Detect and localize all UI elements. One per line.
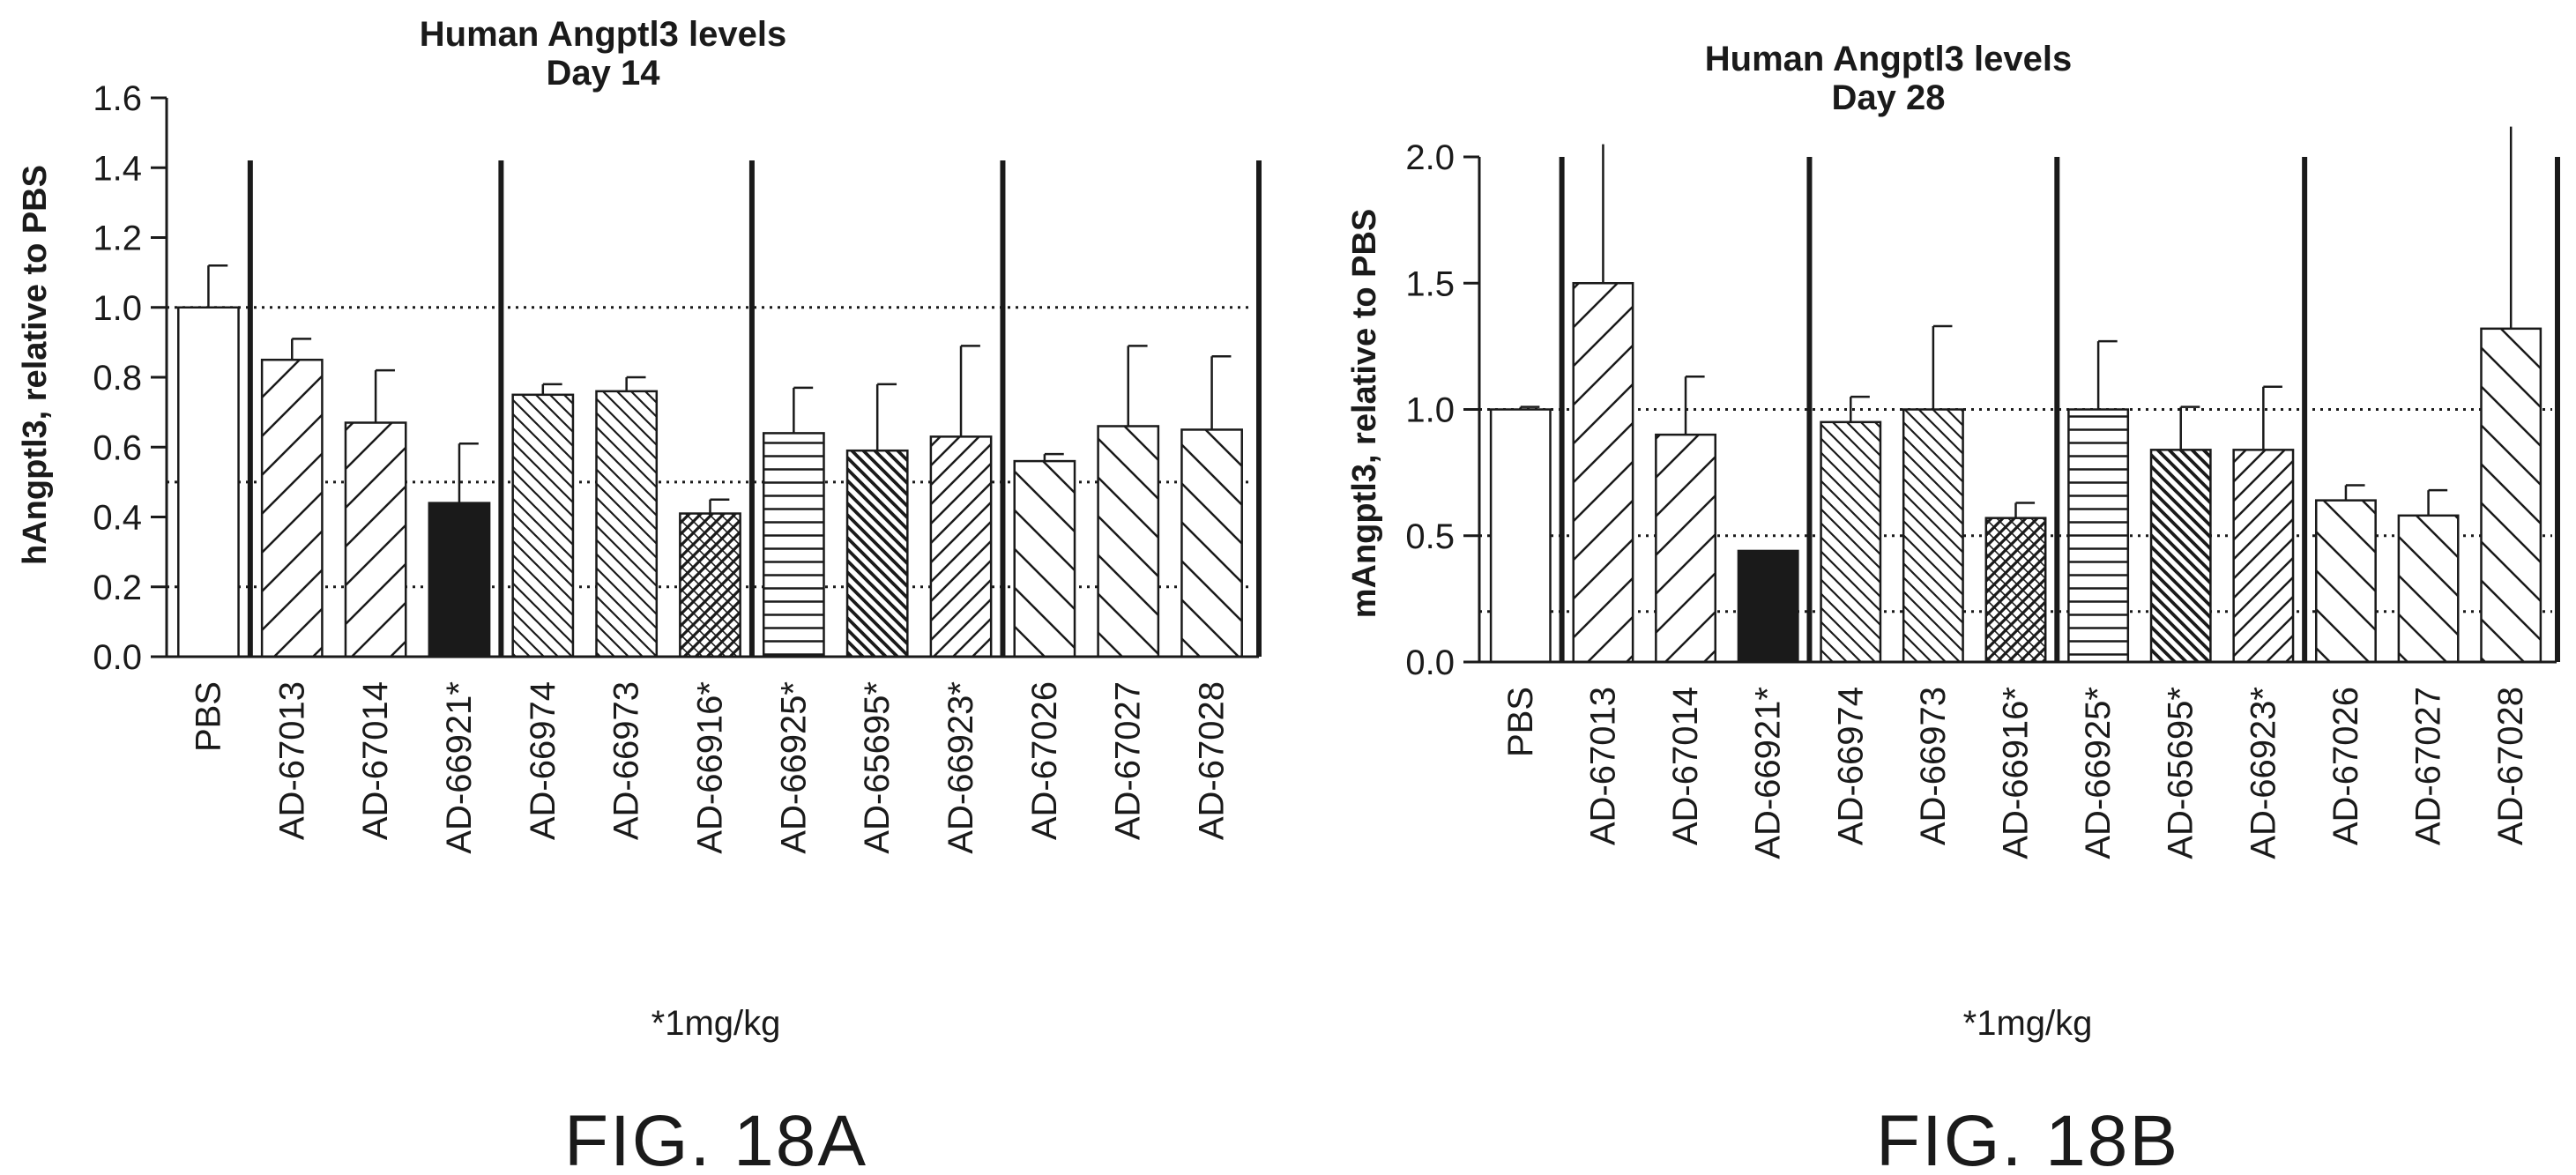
panel-b-bar [1737, 549, 1799, 664]
panel-a-bar [1097, 425, 1160, 658]
panel-a-bar [762, 432, 825, 658]
panel-a-category-label: AD-66973 [607, 681, 646, 840]
panel-a-y-tick-label: 0.6 [93, 428, 142, 467]
panel-b-bar [1820, 420, 1882, 664]
panel-b-bar [1572, 282, 1634, 664]
panel-b-error-bars [1519, 126, 2513, 518]
panel-b-y-tick-label: 1.0 [1405, 391, 1455, 430]
panel-a-y-tick-label: 1.2 [93, 219, 142, 258]
panel-b-ylabel: mAngptl3, relative to PBS [1346, 209, 1383, 619]
panel-b-category-label: AD-66916* [1997, 687, 2036, 859]
panel-a-bar [1013, 459, 1076, 658]
panel-a-separators [247, 160, 1262, 657]
panel-a-y-tick-label: 0.2 [93, 569, 142, 607]
panel-a-bar [679, 512, 741, 658]
panel-a-y-tick-label: 1.6 [93, 79, 142, 118]
panel-a-bar [595, 390, 659, 658]
panel-a-category-label: PBS [189, 681, 227, 752]
panel-b-title: Human Angptl3 levels [1705, 40, 2072, 78]
panel-a-error-bars [207, 264, 1232, 514]
panel-b-subtitle: Day 28 [1832, 78, 1946, 117]
panel-a-category-label: AD-67014 [356, 681, 395, 840]
panel-b-bar [1489, 408, 1552, 664]
panel-a-bar [428, 502, 491, 658]
panel-b-bar [1655, 433, 1716, 664]
panel-b-category-label: AD-67026 [2327, 687, 2365, 845]
panel-b-category-label: AD-67027 [2409, 687, 2448, 845]
panel-a-subtitle: Day 14 [547, 54, 661, 93]
panel-b-category-labels: PBS AD-67013 AD-67014 AD-66921* AD-66974 AD-6… [1501, 687, 2530, 859]
panel-18a: Human Angptl3 levels Day 14 hAngptl3, re… [17, 15, 1262, 1175]
panel-a-figure-label: FIG. 18A [564, 1101, 867, 1175]
panel-a-category-label: AD-66974 [524, 681, 562, 840]
panel-b-category-label: AD-66921* [1749, 687, 1788, 859]
panel-b-category-label: AD-67028 [2491, 687, 2530, 845]
panel-a-y-axis [165, 98, 1259, 658]
panel-b-category-label: PBS [1501, 687, 1540, 757]
panel-b-y-tick-label: 0.0 [1405, 643, 1455, 682]
panel-b-bar [2067, 408, 2130, 664]
panel-b-footnote: *1mg/kg [1963, 1004, 2093, 1043]
panel-b-category-label: AD-66925* [2079, 687, 2118, 859]
panel-a-y-tick-label: 0.8 [93, 359, 142, 398]
panel-a-category-label: AD-66925* [774, 681, 813, 854]
panel-a-category-label: AD-67026 [1025, 681, 1064, 840]
panel-a-bar [177, 306, 240, 658]
panel-a-bar [511, 393, 575, 658]
panel-b-category-label: AD-67013 [1583, 687, 1622, 845]
panel-18b: Human Angptl3 levels Day 28 mAngptl3, re… [1346, 40, 2560, 1175]
panel-a-ylabel: hAngptl3, relative to PBS [17, 165, 54, 565]
panel-a-category-label: AD-67027 [1109, 681, 1148, 840]
panel-b-bar [2315, 499, 2377, 664]
panel-a-bar [344, 421, 407, 658]
panel-a-category-label: AD-67013 [272, 681, 311, 840]
panel-b-y-axis [1478, 157, 2557, 664]
panel-b-figure-label: FIG. 18B [1876, 1101, 2179, 1175]
panel-a-footnote: *1mg/kg [651, 1004, 781, 1043]
panel-a-category-label: AD-66921* [440, 681, 479, 854]
panel-b-bars [1489, 282, 2542, 664]
panel-b-bar [2232, 449, 2295, 664]
panel-b-category-label: AD-66923* [2244, 687, 2282, 859]
panel-a-y-tick-label: 0.4 [93, 499, 142, 538]
panel-a-y-tick-label: 0.0 [93, 638, 142, 677]
panel-b-category-label: AD-66974 [1831, 687, 1870, 845]
panel-b-y-tick-label: 1.5 [1405, 264, 1455, 303]
panel-a-bar [845, 449, 909, 658]
panel-b-category-label: AD-67014 [1666, 687, 1705, 845]
panel-a-y-ticks: 0.0 0.2 0.4 0.6 0.8 1.0 1.2 1.4 1.6 [93, 79, 167, 677]
panel-a-category-labels: PBS AD-67013 AD-67014 AD-66921* AD-66974 AD-6… [189, 681, 1231, 854]
panel-a-category-label: AD-66916* [691, 681, 730, 854]
panel-a-y-tick-label: 1.4 [93, 149, 142, 188]
panel-b-bar [2397, 514, 2460, 664]
panel-b-y-tick-label: 2.0 [1405, 138, 1455, 177]
panel-b-bar [2149, 449, 2212, 664]
panel-a-category-label: AD-65695* [858, 681, 897, 854]
panel-a-title: Human Angptl3 levels [420, 15, 786, 54]
panel-b-separators [1559, 157, 2560, 662]
panel-a-category-label: AD-67028 [1193, 681, 1232, 840]
panel-a-bar [1180, 428, 1243, 658]
panel-b-bar [1902, 408, 1964, 664]
panel-a-y-tick-label: 1.0 [93, 289, 142, 328]
panel-b-category-label: AD-65695* [2162, 687, 2200, 859]
panel-b-category-label: AD-66973 [1914, 687, 1953, 845]
panel-a-bar [260, 358, 324, 658]
panel-a-bar [929, 435, 993, 658]
panel-b-bar [2480, 327, 2542, 664]
panel-b-y-tick-label: 0.5 [1405, 517, 1455, 556]
panel-a-bars [177, 306, 1243, 658]
panel-b-bar [1984, 517, 2047, 664]
panel-a-category-label: AD-66923* [942, 681, 980, 854]
panel-b-y-ticks: 0.0 0.5 1.0 1.5 2.0 [1405, 138, 1479, 682]
